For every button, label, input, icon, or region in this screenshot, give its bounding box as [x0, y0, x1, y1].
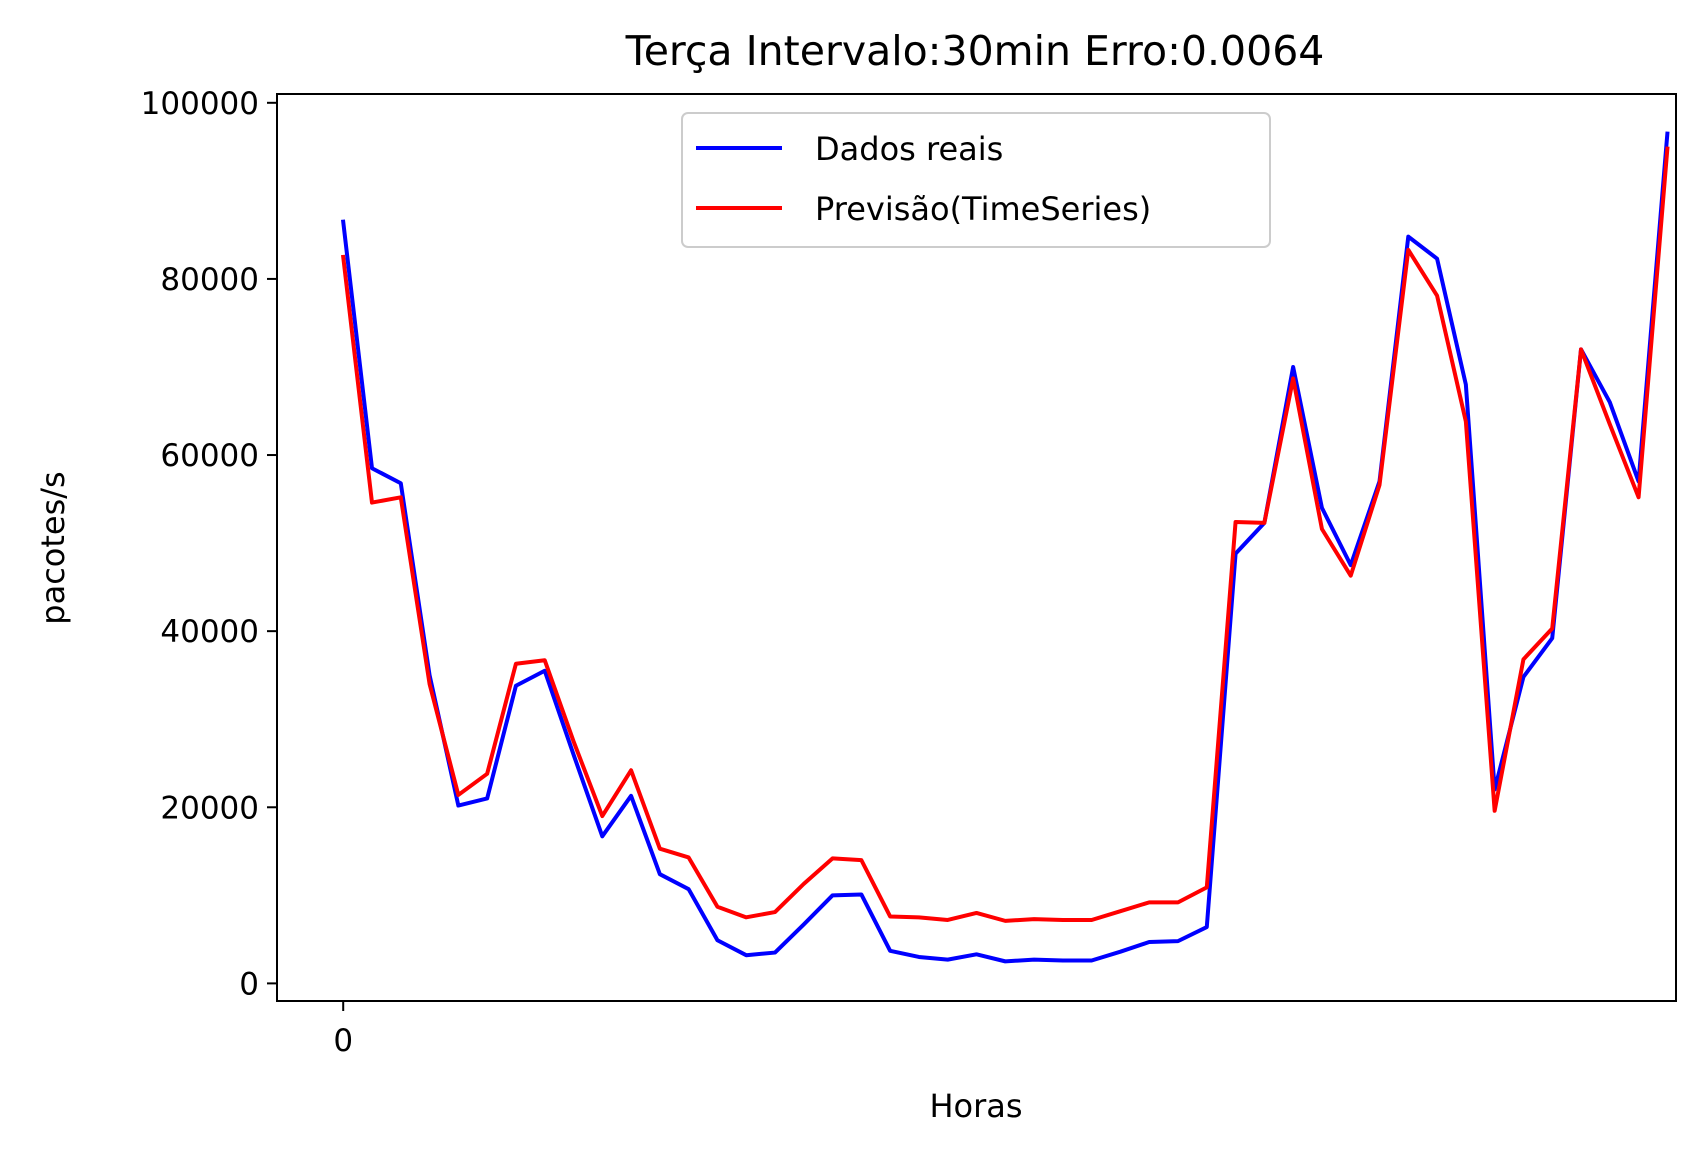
- x-tick-label: 0: [333, 1023, 353, 1059]
- y-tick-label: 0: [239, 966, 259, 1002]
- legend-box: [681, 112, 1271, 248]
- plot-frame: [276, 93, 1677, 1002]
- y-tick-label: 80000: [160, 262, 259, 298]
- y-tick-label: 40000: [160, 614, 259, 650]
- y-tick-label: 100000: [141, 86, 259, 122]
- x-axis-label: Horas: [929, 1087, 1022, 1125]
- series-line-0: [340, 131, 1670, 964]
- legend: Dados reais Previsão(TimeSeries): [681, 112, 1271, 248]
- y-tick-label: 20000: [160, 790, 259, 826]
- y-axis-label: pacotes/s: [34, 471, 72, 624]
- legend-label-previsao: Previsão(TimeSeries): [815, 190, 1151, 228]
- legend-label-dados-reais: Dados reais: [815, 130, 1003, 168]
- x-axis: 0: [333, 1001, 353, 1059]
- y-tick-label: 60000: [160, 438, 259, 474]
- plot-lines: [340, 131, 1670, 964]
- series-line-1: [340, 146, 1670, 923]
- y-axis: 0 20000 40000 60000 80000 100000: [141, 86, 277, 1002]
- chart-title: Terça Intervalo:30min Erro:0.0064: [625, 27, 1325, 75]
